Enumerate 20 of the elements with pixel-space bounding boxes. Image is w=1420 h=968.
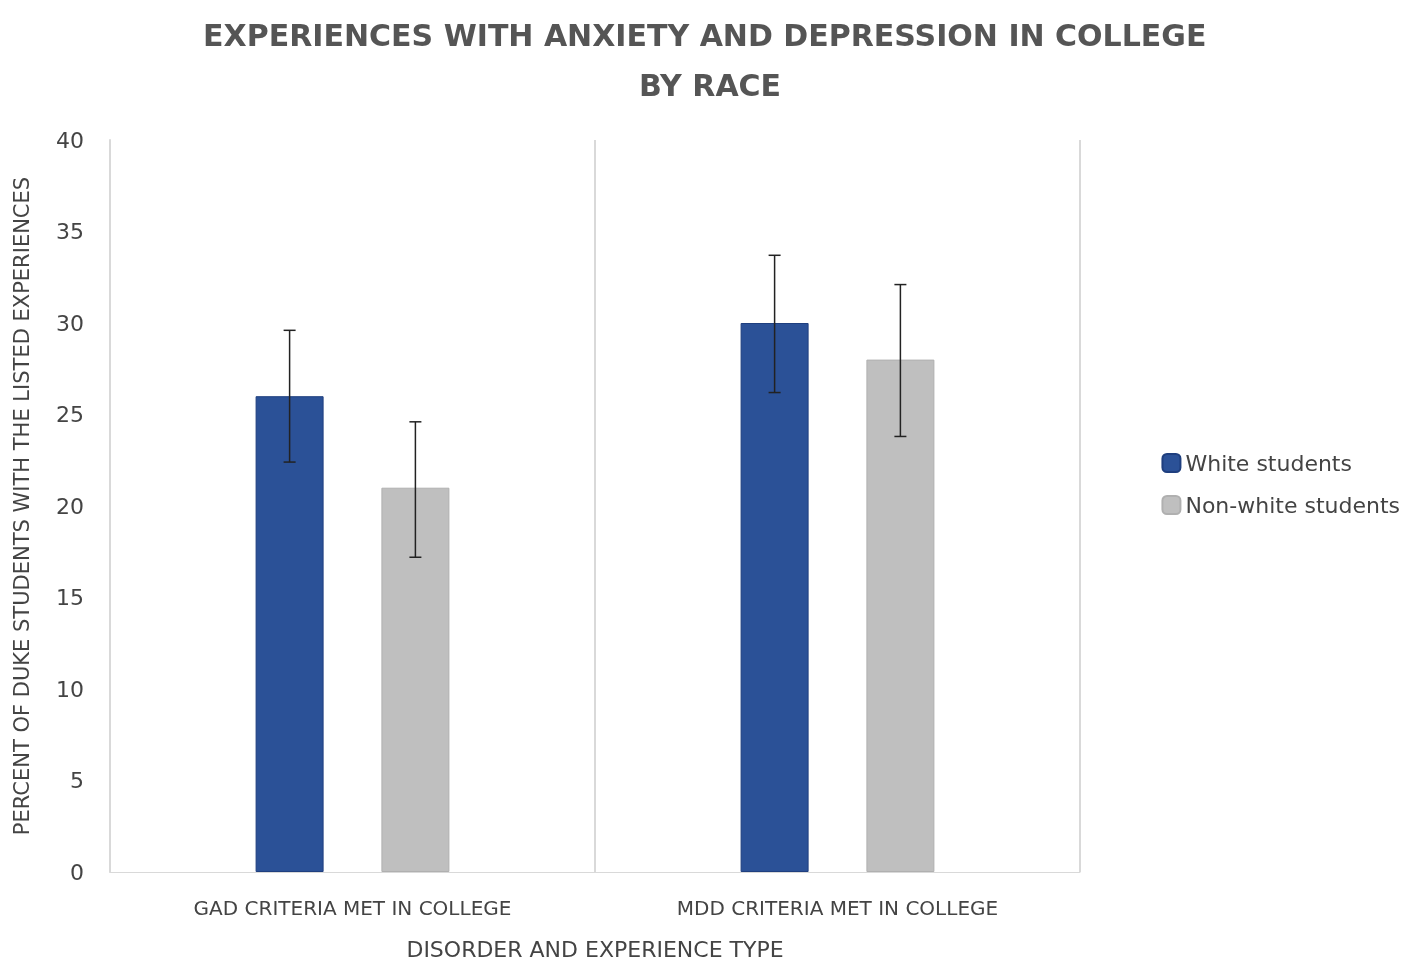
bar: [866, 359, 935, 872]
y-tick-label: 35: [56, 219, 84, 244]
y-tick-label: 10: [56, 676, 84, 702]
y-axis-title: PERCENT OF DUKE STUDENTS WITH THE LISTED EXPERIENCES: [9, 176, 34, 836]
y-tick-label: 40: [56, 127, 84, 153]
bar: [740, 323, 809, 872]
bar: [255, 396, 324, 872]
legend-label: Non-white students: [1185, 492, 1401, 518]
y-tick-label: 15: [56, 585, 84, 610]
legend-label: White students: [1185, 450, 1352, 476]
chart-title: EXPERIENCES WITH ANXIETY AND DEPRESSION IN COLLEGE BY RACE: [203, 17, 1217, 103]
x-axis-title: DISORDER AND EXPERIENCE TYPE: [406, 936, 784, 962]
x-tick-label: GAD CRITERIA MET IN COLLEGE: [193, 896, 512, 920]
bar: [381, 487, 450, 872]
y-tick-label: 20: [56, 493, 84, 519]
y-tick-label: 30: [56, 310, 84, 336]
y-tick-label: 0: [70, 859, 84, 885]
y-tick-label: 5: [70, 768, 84, 793]
y-tick-label: 25: [56, 402, 84, 427]
x-tick-label: MDD CRITERIA MET IN COLLEGE: [676, 896, 999, 920]
